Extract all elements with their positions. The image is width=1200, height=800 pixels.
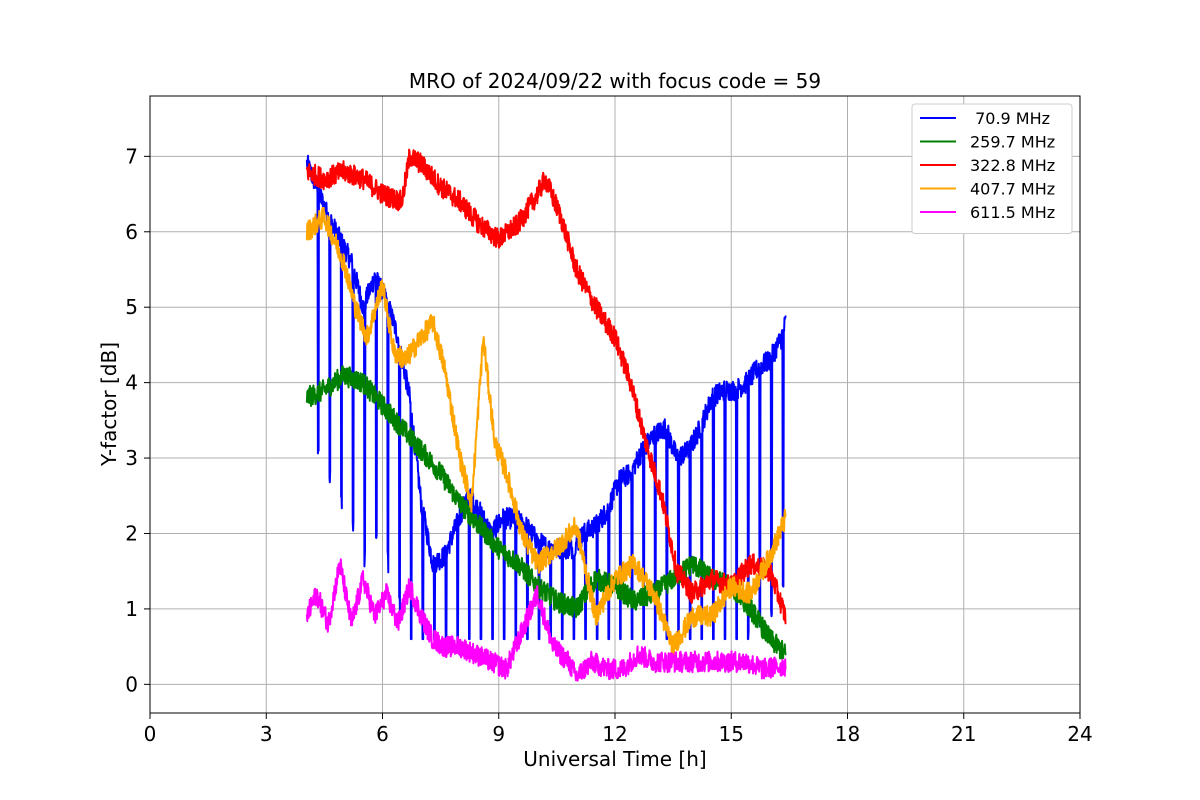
x-tick-label: 24 — [1067, 722, 1092, 746]
x-tick-label: 9 — [492, 722, 505, 746]
legend-label: 322.8 MHz — [970, 156, 1055, 175]
chart-title: MRO of 2024/09/22 with focus code = 59 — [409, 69, 821, 93]
series-line-3 — [305, 148, 787, 625]
legend-label: 407.7 MHz — [970, 180, 1055, 199]
x-tick-label: 15 — [719, 722, 744, 746]
y-tick-label: 7 — [125, 144, 138, 168]
x-tick-label: 0 — [144, 722, 157, 746]
x-tick-label: 18 — [835, 722, 860, 746]
legend: 70.9 MHz 259.7 MHz 322.8 MHz 407.7 MHz 611.5… — [911, 103, 1073, 234]
y-tick-label: 0 — [125, 672, 138, 696]
y-tick-label: 4 — [125, 371, 138, 395]
y-axis-label: Y-factor [dB] — [97, 342, 121, 467]
y-tick-label: 2 — [125, 521, 138, 545]
series-line-5 — [305, 558, 787, 682]
x-tick-label: 6 — [376, 722, 389, 746]
y-tick-label: 3 — [125, 446, 138, 470]
legend-label: 70.9 MHz — [970, 109, 1050, 128]
legend-label: 259.7 MHz — [970, 133, 1055, 152]
x-axis-label: Universal Time [h] — [523, 747, 706, 771]
y-tick-label: 1 — [125, 597, 138, 621]
y-tick-label: 6 — [125, 220, 138, 244]
legend-label: 611.5 MHz — [970, 203, 1055, 222]
legend-box — [911, 103, 1073, 234]
series-line-4 — [305, 206, 787, 657]
x-tick-label: 21 — [951, 722, 976, 746]
x-tick-label: 3 — [260, 722, 273, 746]
x-tick-label: 12 — [602, 722, 627, 746]
y-tick-label: 5 — [125, 295, 138, 319]
series-layer — [305, 148, 787, 682]
